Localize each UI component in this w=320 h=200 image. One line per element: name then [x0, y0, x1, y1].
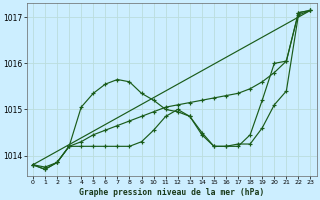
X-axis label: Graphe pression niveau de la mer (hPa): Graphe pression niveau de la mer (hPa): [79, 188, 264, 197]
